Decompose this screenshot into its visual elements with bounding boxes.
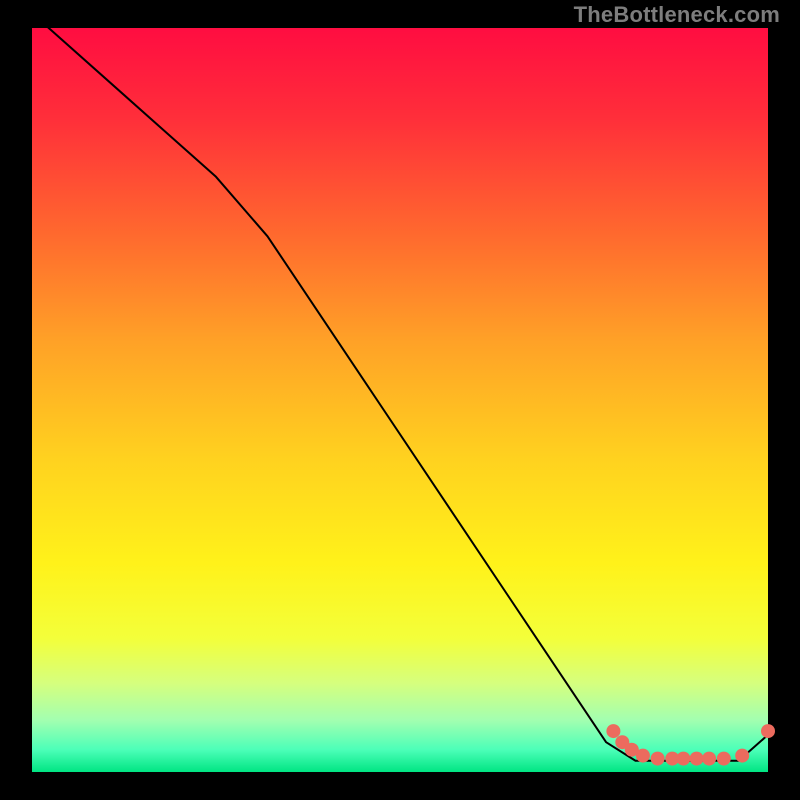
chart-canvas: TheBottleneck.com — [0, 0, 800, 800]
data-marker — [690, 752, 704, 766]
bottleneck-chart — [0, 0, 800, 800]
data-marker — [717, 752, 731, 766]
data-marker — [606, 724, 620, 738]
plot-background — [32, 28, 768, 772]
data-marker — [702, 752, 716, 766]
watermark-text: TheBottleneck.com — [574, 2, 780, 28]
data-marker — [636, 749, 650, 763]
data-marker — [735, 749, 749, 763]
data-marker — [676, 752, 690, 766]
data-marker — [761, 724, 775, 738]
data-marker — [651, 752, 665, 766]
